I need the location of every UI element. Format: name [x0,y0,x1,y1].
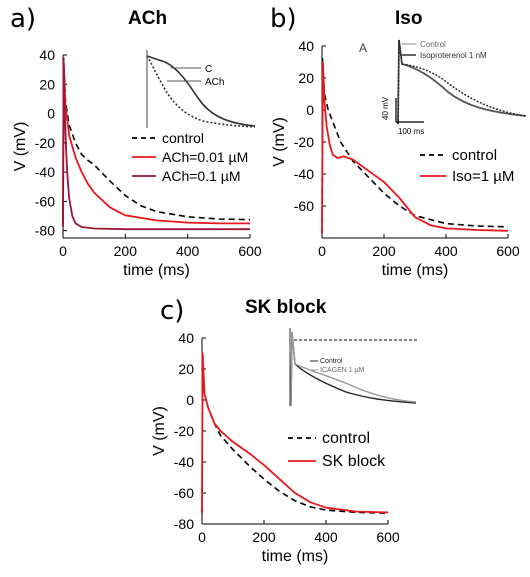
y-tick-label-c: -80 [174,516,194,532]
x-tick-label-a: 200 [114,243,138,259]
x-tick-label-a: 600 [238,243,262,259]
inset-c-trace-icagen [290,331,417,407]
legend-label-c-0: control [322,430,370,447]
panel-c-letter: c) [160,296,185,326]
inset-b: A Control Isoproterenol 1 nM 40 mV 100 m… [358,36,528,140]
x-axis-label-a: time (ms) [123,262,190,279]
y-tick-label-b: 0 [306,102,314,118]
y-tick-label-a: -20 [35,135,55,151]
legend-label-c-1: SK block [322,453,386,470]
x-axis-label-c: time (ms) [262,548,329,565]
inset-a-label-ach: ACh [205,77,224,88]
y-tick-label-c: 40 [178,330,194,346]
inset-a-label-c: C [205,64,212,75]
series-line-a-2 [62,57,250,231]
inset-b-legend-iso: Isoproterenol 1 nM [420,51,487,60]
x-tick-label-a: 0 [59,243,67,259]
y-tick-label-a: 0 [47,106,55,122]
inset-c-legend-icagen: ICAGEN 1 µM [320,367,365,374]
x-tick-label-c: 200 [252,529,276,545]
inset-b-letter: A [359,41,367,55]
y-tick-label-c: 20 [178,361,194,377]
inset-a-trace-ach [146,55,256,128]
y-tick-label-a: -60 [35,193,55,209]
y-tick-label-b: -60 [294,198,314,214]
y-tick-label-c: -40 [174,454,194,470]
legend-label-a-2: ACh=0.1 µM [162,168,241,184]
x-axis-label-b: time (ms) [382,262,449,279]
y-tick-label-c: 0 [186,392,194,408]
x-tick-label-c: 600 [376,529,400,545]
inset-a: C ACh [143,48,258,131]
panel-a-letter: a) [10,4,37,34]
x-tick-label-c: 0 [198,529,206,545]
inset-b-trace-control [397,39,527,125]
series-line-b-1 [321,61,509,234]
panel-c-title: SK block [245,297,327,318]
series-line-a-1 [62,60,250,227]
legend-label-b-1: Iso=1 µM [452,168,514,185]
inset-c: Control ICAGEN 1 µM [286,324,420,409]
series-line-b-0 [321,57,509,234]
y-tick-label-a: 40 [39,47,55,63]
x-tick-label-b: 600 [496,243,520,259]
inset-c-trace-control [290,331,417,407]
y-tick-label-a: 20 [39,76,55,92]
panel-b-letter: b) [270,4,297,34]
inset-b-legend-control: Control [420,40,446,49]
y-tick-label-c: -20 [174,423,194,439]
y-tick-label-c: -60 [174,485,194,501]
legend-label-b-0: control [452,147,497,164]
y-tick-label-b: 20 [298,70,314,86]
y-tick-label-a: -80 [35,223,55,239]
inset-b-scale-t: 100 ms [398,127,424,136]
legend-label-a-0: control [162,130,204,146]
y-tick-label-b: -20 [294,134,314,150]
x-tick-label-b: 200 [372,243,396,259]
inset-b-scale-v: 40 mV [381,96,390,120]
y-axis-label-b: V (mV) [271,117,288,167]
inset-a-trace-c [146,55,256,127]
x-tick-label-c: 400 [314,529,338,545]
inset-b-trace-iso [397,39,527,125]
panel-a-title: ACh [128,8,168,29]
series-line-c-1 [201,352,389,514]
y-tick-label-b: -40 [294,166,314,182]
x-tick-label-b: 400 [434,243,458,259]
panel-b-title: Iso [395,8,423,29]
y-axis-label-c: V (mV) [151,406,168,456]
x-tick-label-a: 400 [176,243,200,259]
y-axis-label-a: V (mV) [12,122,29,172]
x-tick-label-b: 0 [318,243,326,259]
legend-label-a-1: ACh=0.01 µM [162,149,248,165]
y-tick-label-a: -40 [35,164,55,180]
inset-c-legend-control: Control [320,358,343,365]
y-tick-label-b: 40 [298,38,314,54]
